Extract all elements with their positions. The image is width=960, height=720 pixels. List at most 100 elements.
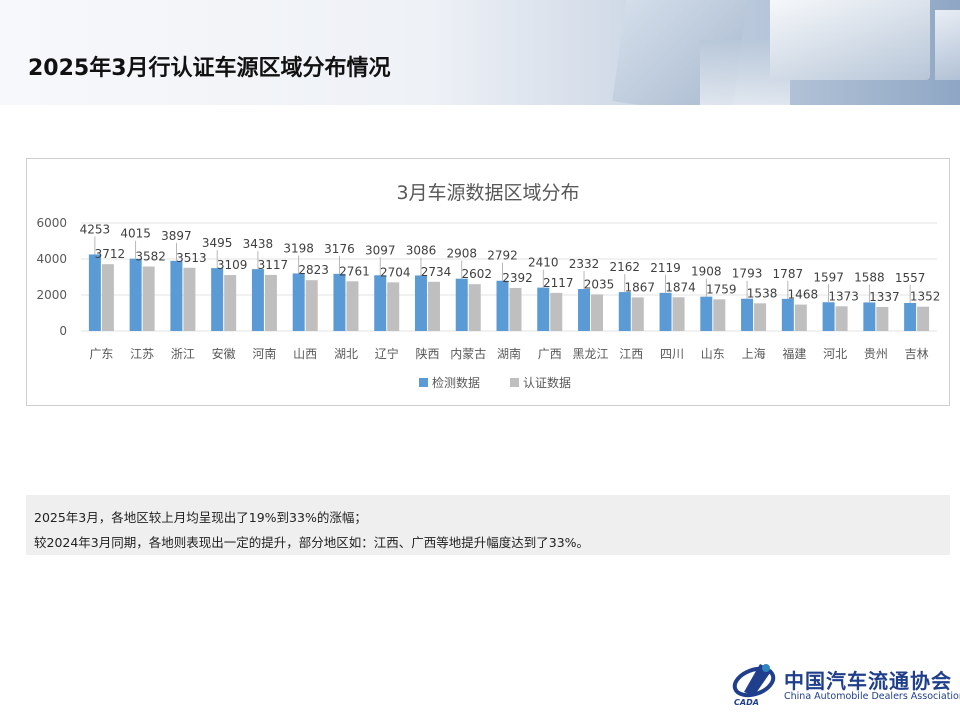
bar-certification — [427, 281, 440, 331]
bar-detection — [292, 273, 305, 331]
bar-certification — [142, 266, 155, 331]
logo-english-name: China Automobile Dealers Association — [784, 691, 960, 702]
bar-detection — [659, 292, 672, 331]
bar-detection — [618, 292, 631, 331]
bar-detection — [251, 269, 264, 331]
bar-certification — [387, 282, 400, 331]
banner-decoration — [770, 0, 930, 80]
data-label-certification: 1468 — [788, 288, 819, 302]
data-label-detection: 3495 — [202, 236, 233, 250]
bar-detection — [455, 278, 468, 331]
data-label-certification: 3117 — [258, 258, 289, 272]
bar-certification — [550, 292, 563, 331]
bar-detection — [414, 275, 427, 331]
x-tick-label: 广东 — [89, 347, 113, 361]
chart-title: 3月车源数据区域分布 — [396, 182, 579, 204]
y-tick-label: 2000 — [36, 288, 67, 302]
x-tick-label: 黑龙江 — [573, 347, 609, 361]
bar-detection — [170, 260, 183, 331]
data-label-detection: 2410 — [528, 256, 559, 270]
x-tick-label: 上海 — [742, 346, 766, 361]
data-label-certification: 1352 — [910, 290, 941, 304]
data-label-detection: 3897 — [161, 229, 192, 243]
x-tick-label: 江苏 — [130, 347, 154, 361]
legend-label-certification: 认证数据 — [523, 375, 571, 390]
x-tick-label: 福建 — [782, 346, 806, 361]
data-label-detection: 3198 — [283, 241, 314, 255]
data-label-certification: 2823 — [298, 263, 329, 277]
data-label-detection: 1787 — [773, 267, 804, 281]
header-banner — [0, 0, 960, 105]
x-tick-label: 河南 — [252, 346, 276, 361]
bar-certification — [713, 299, 726, 331]
bar-certification — [591, 294, 604, 331]
legend-swatch-certification — [510, 378, 519, 387]
cada-logo: CADA 中国汽车流通协会 China Automobile Dealers A… — [732, 660, 960, 710]
note-line-2: 较2024年3月同期，各地则表现出一定的提升，部分地区如：江西、广西等地提升幅度… — [34, 535, 590, 550]
y-tick-label: 4000 — [36, 252, 67, 266]
bar-certification — [468, 284, 481, 331]
data-label-detection: 3097 — [365, 243, 396, 257]
data-label-detection: 3086 — [406, 243, 437, 257]
bar-detection — [374, 275, 387, 331]
data-label-certification: 1373 — [828, 289, 859, 303]
y-tick-label: 6000 — [36, 216, 67, 230]
x-tick-label: 四川 — [660, 347, 684, 361]
bar-detection — [741, 298, 754, 331]
data-label-certification: 3712 — [95, 247, 126, 261]
bar-detection — [88, 254, 101, 331]
bar-certification — [917, 306, 930, 331]
bar-certification — [631, 297, 644, 331]
data-label-detection: 4015 — [120, 227, 151, 241]
data-label-certification: 3513 — [176, 251, 207, 265]
bar-certification — [346, 281, 359, 331]
data-label-detection: 1793 — [732, 267, 763, 281]
bar-detection — [211, 268, 224, 331]
x-tick-label: 辽宁 — [375, 346, 399, 361]
banner-decoration — [935, 10, 960, 80]
data-label-detection: 2119 — [650, 261, 681, 275]
x-tick-label: 浙江 — [171, 347, 195, 361]
x-tick-label: 山东 — [701, 347, 725, 361]
bar-certification — [183, 267, 196, 331]
data-label-detection: 2792 — [487, 249, 518, 263]
bar-detection — [700, 296, 713, 331]
x-tick-label: 广西 — [538, 347, 562, 361]
data-label-detection: 1588 — [854, 270, 885, 284]
x-tick-label: 内蒙古 — [450, 346, 486, 361]
x-tick-label: 贵州 — [864, 347, 888, 361]
bar-certification — [101, 264, 114, 331]
data-label-detection: 1597 — [813, 270, 844, 284]
bar-detection — [781, 298, 794, 331]
data-label-detection: 4253 — [80, 222, 111, 236]
bar-certification — [754, 303, 767, 331]
legend-label-detection: 检测数据 — [432, 375, 480, 390]
bar-detection — [863, 302, 876, 331]
cada-emblem-icon — [732, 664, 776, 698]
data-label-detection: 3438 — [243, 237, 274, 251]
data-label-detection: 1557 — [895, 271, 926, 285]
x-tick-label: 湖南 — [497, 346, 521, 361]
data-label-certification: 2602 — [461, 267, 492, 281]
bar-detection — [578, 289, 591, 331]
bar-certification — [835, 306, 848, 331]
data-label-certification: 2117 — [543, 276, 574, 290]
note-line-1: 2025年3月，各地区较上月均呈现出了19%到33%的涨幅； — [34, 510, 367, 525]
data-label-certification: 2761 — [339, 264, 370, 278]
logo-chinese-name: 中国汽车流通协会 — [784, 669, 952, 693]
data-label-certification: 1759 — [706, 282, 737, 296]
notes-box: 2025年3月，各地区较上月均呈现出了19%到33%的涨幅； 较2024年3月同… — [26, 495, 950, 555]
x-tick-label: 江西 — [619, 347, 643, 361]
x-tick-label: 安徽 — [212, 346, 236, 361]
data-label-detection: 2332 — [569, 257, 600, 271]
data-label-detection: 1908 — [691, 265, 722, 279]
bar-certification — [509, 287, 522, 331]
legend-swatch-detection — [419, 378, 428, 387]
logo-abbreviation: CADA — [734, 698, 759, 707]
x-tick-label: 河北 — [823, 347, 847, 361]
data-label-detection: 2908 — [446, 247, 477, 261]
bar-chart: 3月车源数据区域分布 0 2000 4000 6000 4253 3712 4015 358… — [36, 182, 941, 390]
data-label-certification: 1867 — [625, 280, 656, 294]
x-tick-label: 湖北 — [334, 346, 358, 361]
page-title: 2025年3月行认证车源区域分布情况 — [28, 56, 391, 81]
